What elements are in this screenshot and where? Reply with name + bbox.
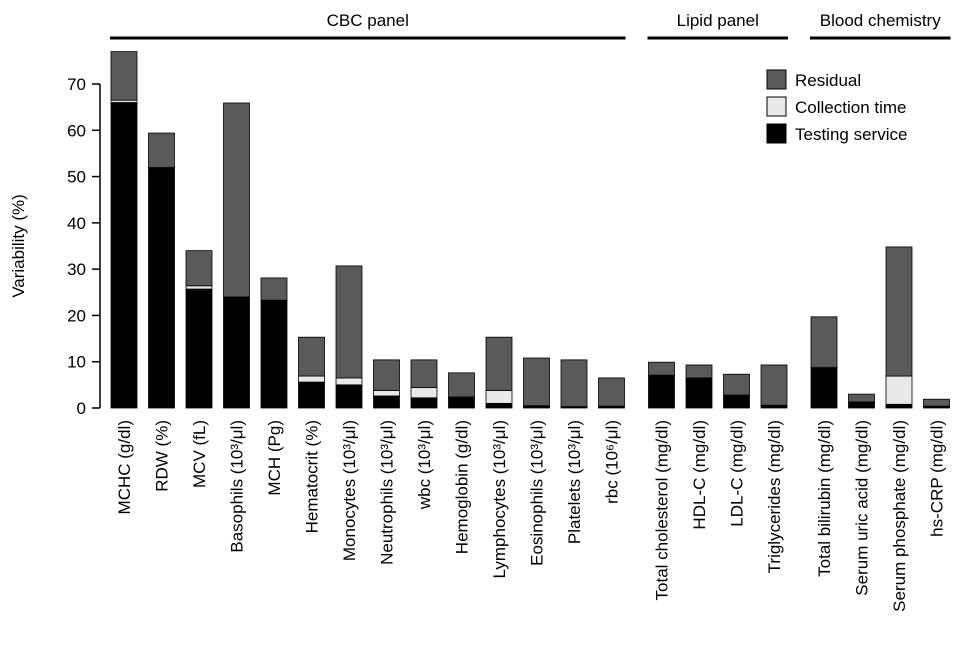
bar-segment [185, 285, 213, 290]
x-tick-label: Hemoglobin (g/dl) [453, 420, 472, 554]
legend-label: Residual [795, 71, 861, 90]
x-tick-label: rbc (10⁶/μl) [603, 420, 622, 504]
bar-segment [335, 384, 363, 409]
bar-segment [648, 361, 675, 376]
bar-segment [110, 51, 138, 101]
x-tick-label: Monocytes (10³/μl) [340, 420, 359, 561]
group-label: Lipid panel [677, 11, 759, 30]
y-tick-label: 40 [67, 214, 86, 233]
y-tick-label: 60 [67, 121, 86, 140]
bar-segment [485, 390, 513, 404]
x-tick-label: Serum phosphate (mg/dl) [890, 420, 909, 612]
bar-segment [448, 397, 475, 409]
bar-segment [410, 397, 438, 409]
bar-segment [885, 403, 913, 409]
bar-segment [148, 132, 175, 168]
y-tick-label: 30 [67, 260, 86, 279]
x-tick-label: Total cholesterol (mg/dl) [653, 420, 672, 600]
legend-swatch [766, 69, 787, 90]
bar-segment [848, 401, 875, 409]
bar-segment [335, 265, 363, 379]
bar-segment [185, 288, 213, 409]
bar-segment [560, 359, 588, 408]
x-tick-label: wbc (10³/μl) [415, 420, 434, 510]
bar-segment [723, 373, 750, 396]
bar-segment [448, 372, 475, 398]
bar-segment [760, 404, 788, 409]
x-tick-label: Total bilirubin (mg/dl) [815, 420, 834, 577]
bar-segment [373, 395, 400, 409]
x-tick-label: Platelets (10³/μl) [565, 420, 584, 544]
x-tick-label: Lymphocytes (10³/μl) [490, 420, 509, 578]
y-axis-label: Variability (%) [9, 194, 28, 298]
legend-swatch [766, 96, 787, 117]
x-tick-label: hs-CRP (mg/dl) [928, 420, 947, 537]
legend-label: Testing service [795, 125, 907, 144]
y-tick-label: 0 [77, 399, 86, 418]
legend-swatch [766, 123, 787, 144]
x-tick-label: Serum uric acid (mg/dl) [853, 420, 872, 596]
bar-segment [223, 296, 250, 409]
x-tick-label: Basophils (10³/μl) [228, 420, 247, 553]
bar-segment [485, 336, 513, 391]
bar-segment [685, 377, 713, 409]
x-tick-label: MCV (fL) [190, 420, 209, 488]
y-tick-label: 10 [67, 353, 86, 372]
bar-segment [260, 299, 288, 409]
bar-segment [848, 393, 875, 403]
legend-label: Collection time [795, 98, 907, 117]
bar-segment [223, 102, 250, 298]
bar-segment [373, 390, 400, 397]
bar-segment [335, 377, 363, 386]
group-label: Blood chemistry [820, 11, 941, 30]
x-tick-label: MCH (Pg) [265, 420, 284, 496]
bar-segment [373, 359, 400, 391]
x-tick-label: LDL-C (mg/dl) [728, 420, 747, 527]
y-tick-label: 50 [67, 168, 86, 187]
x-tick-label: Triglycerides (mg/dl) [765, 420, 784, 573]
bar-segment [923, 398, 950, 407]
x-tick-label: MCHC (g/dl) [115, 420, 134, 514]
bar-segment [185, 250, 213, 287]
bar-segment [110, 102, 138, 409]
x-tick-label: Eosinophils (10³/μl) [528, 420, 547, 566]
bar-segment [885, 375, 913, 405]
bar-segment [298, 336, 325, 377]
bar-segment [298, 381, 325, 409]
bar-segment [410, 359, 438, 389]
bar-segment [810, 367, 838, 409]
bar-segment [260, 277, 288, 301]
bar-segment [810, 316, 838, 368]
bar-segment [598, 377, 625, 407]
bar-segment [760, 364, 788, 406]
bar-segment [685, 364, 713, 379]
bar-segment [523, 357, 550, 407]
bar-segment [723, 394, 750, 409]
bar-segment [148, 167, 175, 409]
bar-segment [648, 374, 675, 409]
x-tick-label: HDL-C (mg/dl) [690, 420, 709, 530]
y-tick-label: 20 [67, 306, 86, 325]
x-tick-label: Neutrophils (10³/μl) [378, 420, 397, 565]
x-tick-label: Hematocrit (%) [303, 420, 322, 533]
bar-segment [298, 375, 325, 383]
group-label: CBC panel [327, 11, 409, 30]
bar-segment [410, 387, 438, 399]
x-tick-label: RDW (%) [153, 420, 172, 492]
bar-segment [885, 246, 913, 377]
bar-segment [485, 402, 513, 409]
y-tick-label: 70 [67, 75, 86, 94]
